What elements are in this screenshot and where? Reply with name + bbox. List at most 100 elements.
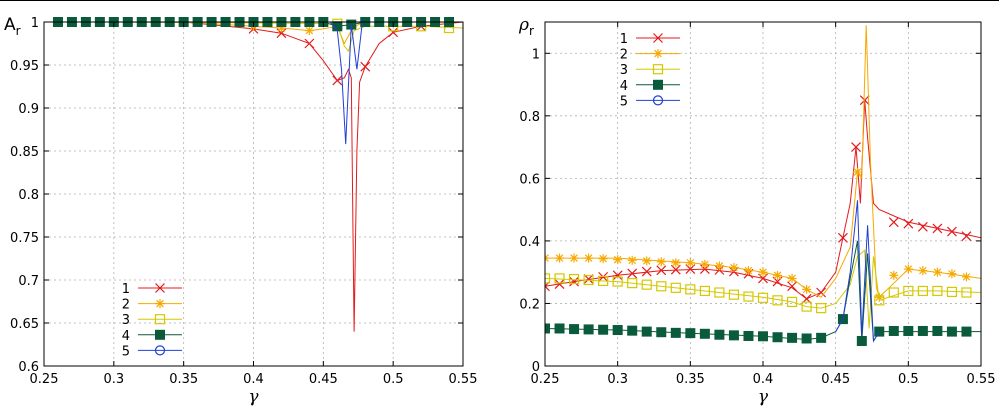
x-tick-label: 0.3: [103, 372, 124, 387]
series-1: [44, 18, 463, 332]
legend-marker-4: [155, 329, 165, 340]
series-3-point: [786, 296, 798, 307]
series-2-point: [613, 255, 623, 265]
series-2-point: [598, 254, 608, 264]
y-axis-label: ρr: [518, 15, 534, 38]
series-1-point: [947, 226, 957, 237]
series-3-point: [743, 291, 754, 302]
x-tick-label: 0.3: [607, 372, 628, 387]
series-3-point: [961, 287, 972, 298]
series-2-point: [729, 262, 739, 272]
series-2-line: [545, 25, 981, 299]
x-tick-label: 0.4: [243, 372, 264, 387]
series-5-line: [835, 200, 880, 343]
legend-label-4: 4: [620, 79, 628, 94]
series-3-point: [545, 273, 551, 284]
x-tick-label: 0.45: [821, 372, 850, 387]
series-3-point: [917, 285, 928, 297]
series-2-point: [852, 167, 862, 177]
series-3-point: [670, 282, 681, 293]
series-2-point: [889, 270, 899, 280]
series-1-point: [641, 266, 652, 277]
series-3-point: [946, 286, 958, 297]
series-1: [545, 95, 981, 304]
series-1-point: [554, 279, 565, 289]
series-4-point: [612, 325, 623, 336]
series-4-point: [583, 324, 594, 335]
series-3-point: [612, 276, 623, 287]
series-1-point: [961, 231, 972, 242]
x-axis-label: γ: [758, 387, 769, 407]
y-tick-label: 0.95: [10, 59, 39, 74]
series-3-point: [772, 295, 783, 306]
series-2-point: [947, 269, 957, 279]
x-tick-label: 0.35: [676, 372, 705, 387]
legend-label-1: 1: [620, 32, 628, 47]
legend-marker-3: [652, 64, 664, 75]
series-4-point: [946, 326, 957, 337]
x-tick-label: 0.5: [383, 372, 404, 387]
series-3-point: [627, 278, 638, 289]
series-4-point: [641, 326, 652, 337]
series-3-point: [757, 292, 769, 303]
legend-label-2: 2: [620, 48, 628, 63]
series-4-point: [728, 330, 739, 341]
series-4-point: [714, 329, 725, 340]
x-tick-label: 0.55: [449, 372, 478, 387]
series-1-point: [332, 75, 343, 86]
series-2-point: [802, 284, 812, 294]
y-tick-label: 0: [532, 360, 540, 375]
x-tick-label: 0.25: [30, 372, 59, 387]
y-tick-label: 0.8: [18, 188, 39, 203]
series-2-point: [656, 257, 666, 267]
y-axis-label: Ar: [4, 15, 21, 38]
series-1-point: [838, 232, 848, 243]
x-tick-label: 0.35: [169, 372, 198, 387]
series-3-point: [641, 279, 652, 290]
series-2-point: [685, 258, 695, 268]
series-3-point: [816, 303, 827, 314]
series-4-point: [917, 325, 928, 336]
series-4-point: [685, 328, 696, 339]
series-1-point: [699, 264, 710, 274]
series-1-point: [656, 265, 667, 276]
y-tick-label: 1: [31, 16, 39, 31]
series-1-point: [612, 270, 623, 281]
series-3: [545, 249, 981, 329]
legend-label-3: 3: [620, 63, 628, 78]
y-tick-label: 0.85: [10, 145, 39, 160]
series-3-point: [699, 285, 710, 297]
series-2: [545, 25, 981, 302]
series-3-point: [903, 285, 914, 297]
series-4-point: [598, 324, 609, 335]
legend-marker-1: [155, 283, 165, 293]
series-3-point: [583, 274, 594, 286]
series-1-point: [304, 38, 315, 49]
legend-label-5: 5: [122, 344, 130, 359]
series-2-point: [584, 253, 594, 263]
legend-marker-5: [154, 345, 166, 356]
series-2-point: [671, 258, 681, 268]
legend-marker-2: [155, 299, 165, 309]
series-2-point: [304, 26, 314, 36]
series-2-point: [627, 255, 637, 265]
series-4-point: [888, 325, 899, 336]
series-4-point: [932, 325, 943, 336]
series-3-point: [801, 301, 812, 312]
series-1-point: [851, 142, 861, 153]
series-3-point: [874, 295, 885, 306]
series-4-point: [670, 327, 681, 338]
series-1-point: [627, 268, 638, 279]
series-4-point: [554, 323, 565, 334]
legend-label-3: 3: [122, 313, 130, 328]
series-4-point: [961, 326, 972, 337]
legend-label-4: 4: [122, 329, 130, 344]
series-5: [835, 200, 880, 343]
y-tick-label: 0.4: [519, 235, 540, 250]
series-4-point: [699, 328, 710, 339]
y-tick-label: 0.65: [10, 317, 39, 332]
series-4-point: [656, 327, 667, 338]
